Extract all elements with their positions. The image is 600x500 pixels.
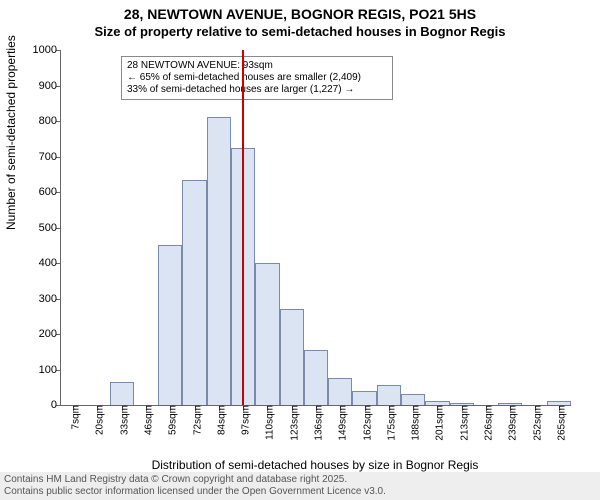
histogram-bar — [158, 245, 182, 405]
x-axis-label: Distribution of semi-detached houses by … — [60, 458, 570, 472]
histogram-bar — [255, 263, 279, 405]
ytick-label: 200 — [17, 328, 61, 340]
footer: Contains HM Land Registry data © Crown c… — [0, 472, 600, 500]
ytick-label: 0 — [17, 399, 61, 411]
ytick-label: 800 — [17, 115, 61, 127]
chart-container: 28, NEWTOWN AVENUE, BOGNOR REGIS, PO21 5… — [0, 0, 600, 500]
histogram-bar — [110, 382, 134, 405]
ytick-label: 100 — [17, 364, 61, 376]
ytick-label: 400 — [17, 257, 61, 269]
histogram-bar — [304, 350, 328, 405]
histogram-bar — [377, 385, 401, 405]
xtick-label: 201sqm — [429, 405, 446, 441]
annotation-line: 33% of semi-detached houses are larger (… — [127, 84, 387, 96]
y-axis-label: Number of semi-detached properties — [4, 35, 18, 230]
xtick-label: 46sqm — [138, 405, 155, 435]
ytick-label: 1000 — [17, 44, 61, 56]
histogram-bar — [328, 378, 352, 405]
xtick-label: 213sqm — [453, 405, 470, 441]
histogram-bar — [182, 180, 206, 405]
reference-line — [242, 50, 244, 405]
ytick-label: 900 — [17, 80, 61, 92]
xtick-label: 162sqm — [356, 405, 373, 441]
xtick-label: 7sqm — [65, 405, 82, 429]
xtick-label: 136sqm — [308, 405, 325, 441]
xtick-label: 149sqm — [332, 405, 349, 441]
footer-line: Contains public sector information licen… — [4, 486, 596, 498]
xtick-label: 175sqm — [380, 405, 397, 441]
xtick-label: 188sqm — [405, 405, 422, 441]
annotation-line: 28 NEWTOWN AVENUE: 93sqm — [127, 60, 387, 72]
ytick-label: 300 — [17, 293, 61, 305]
chart-subtitle: Size of property relative to semi-detach… — [0, 22, 600, 39]
xtick-label: 252sqm — [526, 405, 543, 441]
chart-title: 28, NEWTOWN AVENUE, BOGNOR REGIS, PO21 5… — [0, 0, 600, 22]
xtick-label: 226sqm — [478, 405, 495, 441]
xtick-label: 72sqm — [186, 405, 203, 435]
xtick-label: 239sqm — [502, 405, 519, 441]
ytick-label: 600 — [17, 186, 61, 198]
xtick-label: 265sqm — [550, 405, 567, 441]
plot-area: 28 NEWTOWN AVENUE: 93sqm ← 65% of semi-d… — [60, 50, 571, 406]
histogram-bar — [207, 117, 231, 405]
histogram-bar — [401, 394, 425, 405]
xtick-label: 123sqm — [283, 405, 300, 441]
ytick-label: 700 — [17, 151, 61, 163]
xtick-label: 84sqm — [210, 405, 227, 435]
annotation-line: ← 65% of semi-detached houses are smalle… — [127, 72, 387, 84]
xtick-label: 20sqm — [89, 405, 106, 435]
histogram-bar — [280, 309, 304, 405]
annotation-box: 28 NEWTOWN AVENUE: 93sqm ← 65% of semi-d… — [121, 56, 393, 100]
histogram-bar — [352, 391, 376, 405]
xtick-label: 97sqm — [235, 405, 252, 435]
xtick-label: 59sqm — [162, 405, 179, 435]
xtick-label: 110sqm — [259, 405, 276, 440]
footer-line: Contains HM Land Registry data © Crown c… — [4, 474, 596, 486]
ytick-label: 500 — [17, 222, 61, 234]
xtick-label: 33sqm — [113, 405, 130, 435]
